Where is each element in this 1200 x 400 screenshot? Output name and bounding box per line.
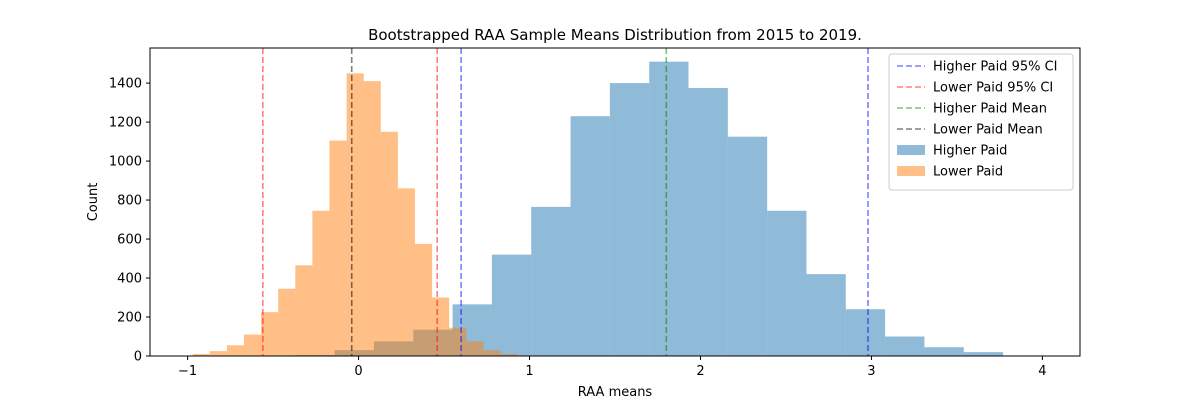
legend-entry: Higher Paid 95% CI <box>933 60 1058 75</box>
histogram-bar <box>500 354 518 356</box>
histogram-bar <box>226 345 245 356</box>
y-tick-label: 1000 <box>109 155 142 170</box>
histogram-bar <box>432 297 450 356</box>
plot-frame <box>149 47 1081 357</box>
histogram-lower-paid <box>192 73 518 356</box>
histogram-bar <box>380 131 398 356</box>
x-axis-label: RAA means <box>578 385 653 400</box>
histogram-bar <box>570 116 610 356</box>
y-tick-label: 0 <box>134 350 142 365</box>
histogram-bar <box>649 61 689 356</box>
histogram-bar <box>885 336 925 356</box>
histogram-bar <box>449 327 467 356</box>
histogram-bar <box>209 351 227 356</box>
histogram-bar <box>278 288 296 356</box>
x-tick-label: 4 <box>1038 364 1046 379</box>
histogram-bar <box>363 81 381 356</box>
legend-entry: Higher Paid Mean <box>933 102 1047 117</box>
histogram-higher-paid <box>255 61 1043 356</box>
legend-swatch <box>897 166 925 176</box>
legend-entry: Higher Paid <box>933 144 1007 159</box>
x-axis: −1 0 1 2 3 4 <box>178 356 1047 379</box>
y-tick-label: 400 <box>117 272 142 287</box>
legend-entry: Lower Paid <box>933 165 1003 180</box>
histogram-bar <box>491 254 532 356</box>
histogram-bar <box>483 350 501 356</box>
histogram-bar <box>414 243 433 356</box>
chart-title: Bootstrapped RAA Sample Means Distributi… <box>368 26 862 44</box>
x-tick-label: 1 <box>525 364 533 379</box>
legend-swatch <box>897 145 925 155</box>
histogram-bar <box>244 334 262 356</box>
histogram-bar <box>845 309 886 356</box>
histogram-bar <box>609 83 650 356</box>
y-tick-label: 1200 <box>109 116 142 131</box>
histogram-bar <box>329 140 347 356</box>
legend: Higher Paid 95% CI Lower Paid 95% CI Highe… <box>888 53 1074 191</box>
histogram-bar <box>261 312 279 356</box>
histogram-bar <box>295 265 313 356</box>
histogram-bar <box>727 136 768 356</box>
histogram-bar <box>531 206 571 356</box>
x-tick-label: −1 <box>178 364 197 379</box>
histogram-bar <box>346 73 364 356</box>
x-tick-label: 2 <box>696 364 704 379</box>
histogram-bar <box>466 341 484 356</box>
y-axis: 0 200 400 600 800 1000 1200 1400 <box>109 77 150 365</box>
histogram-bar <box>767 210 807 356</box>
histogram-bar <box>397 188 415 356</box>
y-tick-label: 800 <box>117 194 142 209</box>
y-axis-label: Count <box>86 183 101 222</box>
x-tick-label: 3 <box>867 364 875 379</box>
legend-box <box>888 53 1074 191</box>
histogram-bar <box>688 87 728 356</box>
histogram-bar <box>806 274 846 356</box>
histogram-bar <box>963 352 1004 356</box>
x-tick-label: 0 <box>354 364 362 379</box>
y-tick-label: 1400 <box>109 77 142 92</box>
y-tick-label: 200 <box>117 311 142 326</box>
histogram-bar <box>312 210 330 356</box>
legend-entry: Lower Paid 95% CI <box>933 81 1053 96</box>
histogram-bar <box>924 347 964 356</box>
y-tick-label: 600 <box>117 233 142 248</box>
plot-area <box>192 48 1043 356</box>
legend-entry: Lower Paid Mean <box>933 123 1043 138</box>
histogram-bar <box>192 354 210 356</box>
